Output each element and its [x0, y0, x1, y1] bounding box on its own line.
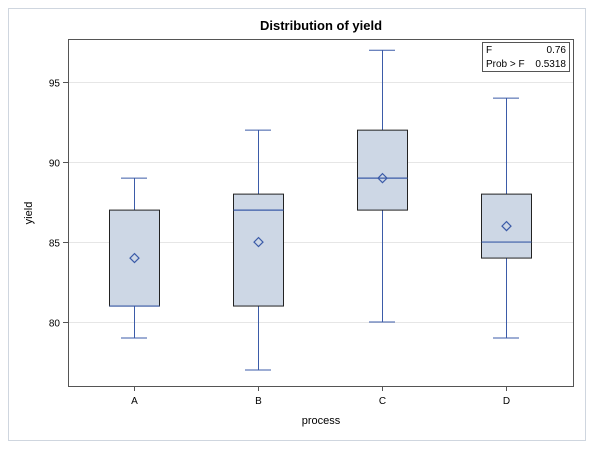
- y-axis-title: yield: [23, 202, 35, 225]
- y-tick-label-95: 95: [49, 79, 61, 90]
- stats-inset-box: [482, 42, 570, 72]
- x-tick-label-B: B: [255, 396, 262, 407]
- iqr-box: [109, 209, 160, 307]
- mean-marker: [501, 220, 512, 232]
- x-tick-label-D: D: [503, 396, 510, 407]
- chart-title: Distribution of yield: [260, 18, 382, 33]
- stats-inset: F 0.76 Prob > F 0.5318: [482, 42, 570, 72]
- y-tick-label-85: 85: [49, 239, 61, 250]
- mean-marker: [377, 172, 388, 184]
- x-tick-label-A: A: [131, 396, 138, 407]
- plot-area: [68, 39, 574, 387]
- axes: 80 85 90 95 A B C D: [49, 79, 510, 408]
- iqr-box: [233, 193, 284, 307]
- stats-prob-label: Prob > F: [486, 59, 525, 70]
- iqr-box: [481, 193, 532, 259]
- mean-marker: [253, 236, 264, 248]
- box-A: [109, 177, 160, 339]
- stats-prob-value: 0.5318: [535, 59, 566, 70]
- x-axis-title: process: [302, 415, 341, 427]
- x-tick-label-C: C: [379, 396, 386, 407]
- box-D: [481, 97, 532, 339]
- stats-f-value: 0.76: [547, 45, 567, 56]
- mean-marker: [129, 252, 140, 264]
- box-marks: [109, 49, 532, 371]
- box-B: [233, 129, 284, 371]
- stats-f-label: F: [486, 45, 492, 56]
- iqr-box: [357, 129, 408, 211]
- y-tick-label-90: 90: [49, 159, 61, 170]
- y-tick-label-80: 80: [49, 319, 61, 330]
- box-C: [357, 49, 408, 323]
